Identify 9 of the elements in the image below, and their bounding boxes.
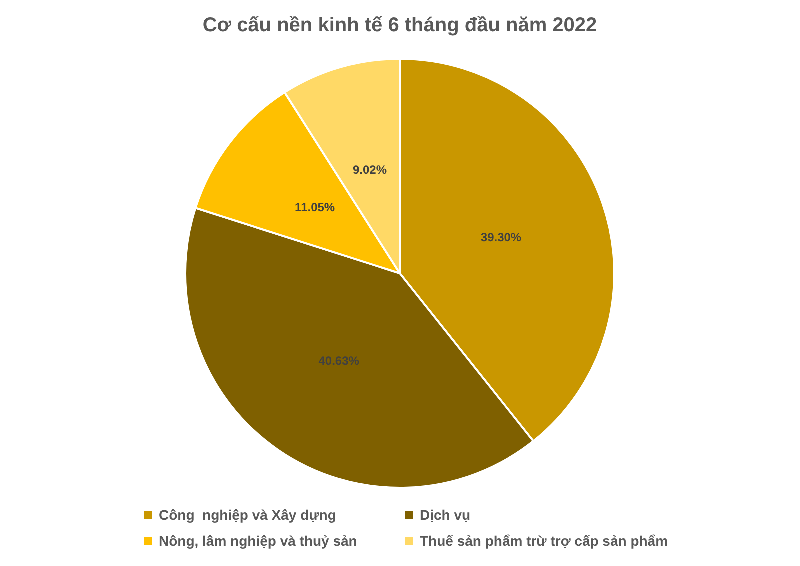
legend-label: Công nghiệp và Xây dựng: [159, 507, 336, 523]
legend-label: Nông, lâm nghiệp và thuỷ sản: [159, 533, 358, 549]
legend-label: Dịch vụ: [420, 507, 471, 523]
data-label: 39.30%: [480, 230, 522, 244]
data-label: 11.05%: [295, 200, 336, 214]
data-label: 9.02%: [353, 162, 388, 177]
chart-title: Cơ cấu nền kinh tế 6 tháng đầu năm 2022: [202, 14, 598, 37]
legend-label: Thuế sản phẩm trừ trợ cấp sản phẩm: [420, 533, 668, 549]
data-label: 40.63%: [318, 354, 360, 368]
